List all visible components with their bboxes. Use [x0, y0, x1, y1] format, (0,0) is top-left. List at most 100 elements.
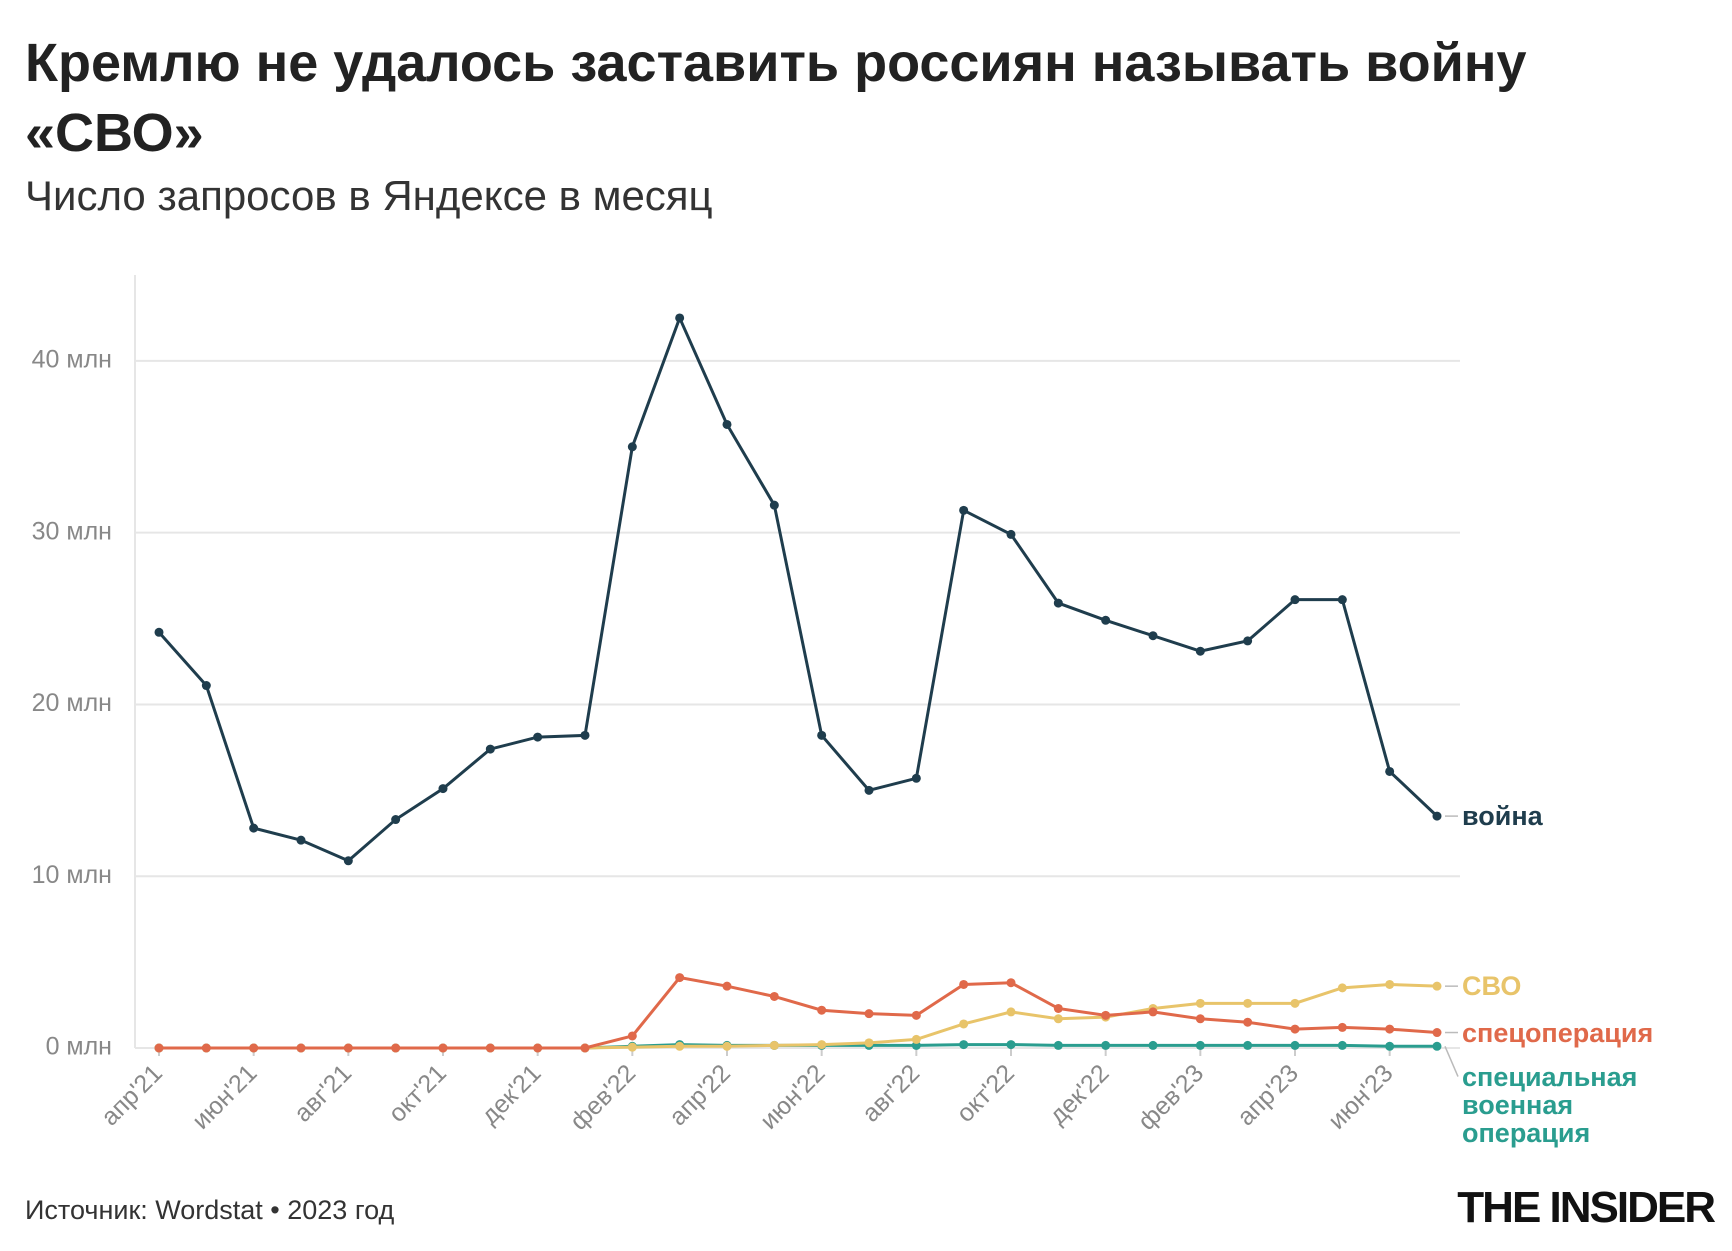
data-point	[154, 1043, 164, 1053]
data-point	[1053, 1014, 1063, 1024]
data-point	[675, 1041, 685, 1051]
data-point	[817, 1040, 827, 1050]
y-tick-label: 30 млн	[32, 517, 112, 545]
data-point	[533, 732, 543, 742]
data-point	[1148, 631, 1158, 641]
data-point	[769, 991, 779, 1001]
data-point	[864, 1038, 874, 1048]
data-point	[627, 442, 637, 452]
data-point	[1101, 1010, 1111, 1020]
data-point	[485, 1043, 495, 1053]
x-tick-label: апр'22	[664, 1059, 736, 1131]
data-point	[201, 1043, 211, 1053]
data-point	[154, 627, 164, 637]
series-label: СВО	[1462, 971, 1522, 1002]
data-point	[1243, 1017, 1253, 1027]
x-tick-label: июн'21	[187, 1059, 263, 1135]
data-point	[201, 681, 211, 691]
data-point	[1053, 1003, 1063, 1013]
chart-title: Кремлю не удалось заставить россиян назы…	[25, 33, 1527, 163]
y-tick-label: 20 млн	[32, 689, 112, 717]
data-point	[438, 1043, 448, 1053]
data-point	[1432, 981, 1442, 991]
data-point	[391, 815, 401, 825]
data-point	[1385, 1041, 1395, 1051]
x-tick-label: июн'22	[755, 1059, 831, 1135]
data-point	[627, 1042, 637, 1052]
x-tick-label: фев'22	[565, 1059, 642, 1136]
data-point	[1290, 998, 1300, 1008]
chart-subtitle: Число запросов в Яндексе в месяц	[25, 172, 713, 219]
data-point	[911, 1010, 921, 1020]
data-point	[722, 1041, 732, 1051]
data-point	[911, 1034, 921, 1044]
data-point	[675, 973, 685, 983]
data-point	[485, 744, 495, 754]
data-point	[1006, 1040, 1016, 1050]
data-point	[817, 1005, 827, 1015]
data-point	[1432, 1041, 1442, 1051]
data-point	[1290, 1040, 1300, 1050]
series-line	[159, 975, 1438, 1050]
series-label: война	[1462, 801, 1543, 832]
series-line	[157, 313, 1439, 863]
data-point	[722, 981, 732, 991]
data-point	[1006, 1007, 1016, 1017]
data-point	[249, 823, 259, 833]
data-point	[343, 856, 353, 866]
x-tick-label: апр'23	[1232, 1059, 1304, 1131]
data-point	[1290, 595, 1300, 605]
data-point	[1006, 529, 1016, 539]
data-point	[1195, 998, 1205, 1008]
data-point	[533, 1043, 543, 1053]
data-point	[959, 505, 969, 515]
series-label: специальная военная операция	[1462, 1061, 1638, 1148]
data-point	[1053, 598, 1063, 608]
x-tick-label: дек'21	[476, 1059, 547, 1130]
data-point	[864, 785, 874, 795]
data-point	[1385, 979, 1395, 989]
data-point	[296, 1043, 306, 1053]
data-point	[1101, 1040, 1111, 1050]
series-label: спецоперация	[1462, 1017, 1654, 1048]
data-point	[1337, 983, 1347, 993]
data-point	[580, 1043, 590, 1053]
data-point	[769, 500, 779, 510]
data-point	[1385, 1024, 1395, 1034]
data-point	[627, 1031, 637, 1041]
y-tick-label: 0 млн	[46, 1033, 112, 1061]
y-tick-label: 10 млн	[32, 861, 112, 889]
data-point	[1101, 615, 1111, 625]
data-point	[391, 1043, 401, 1053]
x-tick-label: фев'23	[1133, 1059, 1210, 1136]
data-point	[343, 1043, 353, 1053]
data-point	[1337, 595, 1347, 605]
data-point	[675, 313, 685, 323]
data-point	[959, 979, 969, 989]
data-point	[1195, 1014, 1205, 1024]
data-point	[1148, 1007, 1158, 1017]
data-point	[580, 730, 590, 740]
x-tick-label: авг'21	[289, 1059, 358, 1128]
data-point	[438, 784, 448, 794]
data-point	[249, 1043, 259, 1053]
data-point	[1195, 646, 1205, 656]
x-tick-label: апр'21	[96, 1059, 168, 1131]
data-point	[1053, 1040, 1063, 1050]
data-point	[769, 1040, 779, 1050]
data-point	[959, 1040, 969, 1050]
data-point	[1243, 998, 1253, 1008]
data-point	[296, 835, 306, 845]
x-tick-label: июн'23	[1323, 1059, 1399, 1135]
data-point	[1243, 1040, 1253, 1050]
data-point	[817, 730, 827, 740]
data-point	[1195, 1040, 1205, 1050]
logo: THE INSIDER	[1457, 1183, 1716, 1232]
data-point	[959, 1019, 969, 1029]
data-point	[1337, 1022, 1347, 1032]
x-tick-label: дек'22	[1044, 1059, 1115, 1130]
data-point	[1432, 1028, 1442, 1038]
data-point	[1006, 978, 1016, 988]
